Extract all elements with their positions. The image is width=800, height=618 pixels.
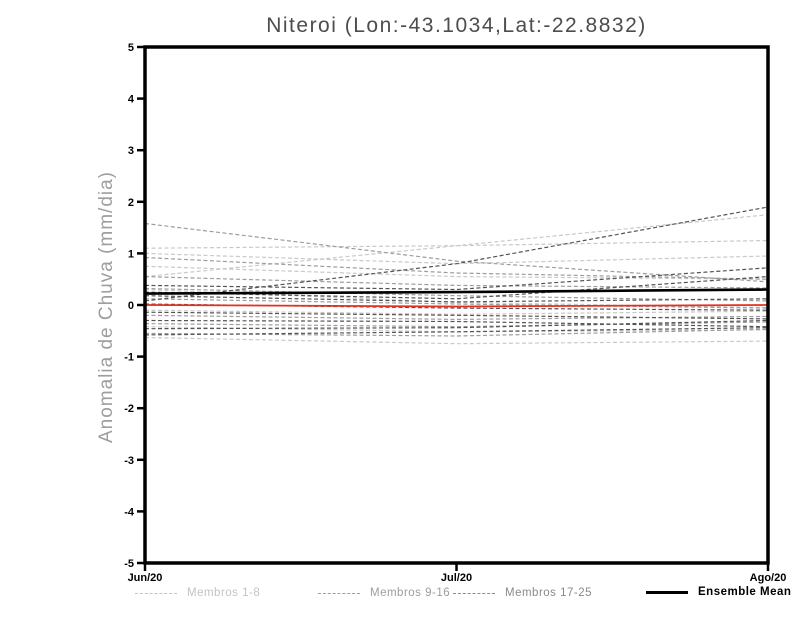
y-tick-label: 0 <box>128 300 134 312</box>
member-line <box>144 239 769 249</box>
y-tick-label: -3 <box>124 455 134 467</box>
member-line <box>144 214 769 278</box>
y-tick-label: -5 <box>124 558 134 570</box>
y-tick-label: -2 <box>124 403 134 415</box>
member-line <box>144 311 769 320</box>
y-tick-label: -1 <box>124 352 134 364</box>
dashed-line-sample <box>135 592 177 594</box>
x-tick-label: Jul/20 <box>441 572 472 584</box>
red-line <box>144 304 769 308</box>
x-tick-label: Jun/20 <box>128 572 163 584</box>
legend-label: Membros 17-25 <box>505 587 593 599</box>
legend-item-ensemble-mean: Ensemble Mean <box>646 586 791 598</box>
y-tick-label: 1 <box>128 248 134 260</box>
dashed-line-sample <box>318 592 360 594</box>
legend-item-membros-17-25: Membros 17-25 <box>453 587 592 599</box>
legend-label: Membros 1-8 <box>187 587 261 599</box>
legend-item-membros-9-16: Membros 9-16 <box>318 587 450 599</box>
chart-title: Niteroi (Lon:-43.1034,Lat:-22.8832) <box>266 14 647 37</box>
ensemble-mean-line <box>144 288 769 295</box>
dashed-line-sample <box>453 592 495 594</box>
y-tick-label: 3 <box>128 145 134 157</box>
legend-label: Ensemble Mean <box>698 586 792 598</box>
solid-line-sample <box>646 590 688 594</box>
legend-label: Membros 9-16 <box>370 587 451 599</box>
member-line <box>144 336 769 345</box>
y-tick-label: 4 <box>128 94 135 106</box>
member-line <box>144 206 769 302</box>
legend: Membros 1-8 Membros 9-16 Membros 17-25 E… <box>0 584 800 602</box>
member-line <box>144 222 769 283</box>
y-tick-label: -4 <box>124 506 135 518</box>
legend-item-membros-1-8: Membros 1-8 <box>135 587 260 599</box>
y-tick-label: 2 <box>128 197 134 209</box>
y-tick-label: 5 <box>128 42 134 54</box>
x-tick-label: Ago/20 <box>750 572 787 584</box>
